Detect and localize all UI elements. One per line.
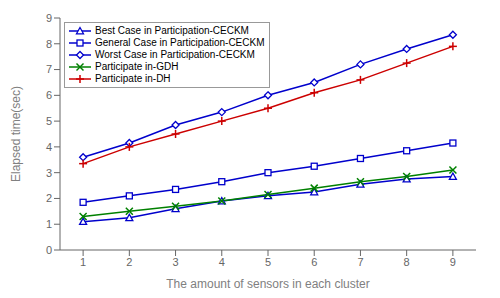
html-text:Best Case in Participation-CEC: Best Case in Participation-CECKM (95, 25, 249, 36)
svg-text:0: 0 (46, 244, 52, 256)
svg-text:5: 5 (265, 256, 271, 268)
html-text:General Case in Participation-: General Case in Participation-CECKM (95, 37, 265, 48)
svg-text:9: 9 (46, 12, 52, 24)
html-text:Participate in-GDH: Participate in-GDH (95, 61, 179, 72)
svg-text:9: 9 (450, 256, 456, 268)
svg-text:8: 8 (404, 256, 410, 268)
svg-text:2: 2 (46, 192, 52, 204)
svg-text:6: 6 (311, 256, 317, 268)
svg-text:4: 4 (219, 256, 225, 268)
html-text:Participate in-DH: Participate in-DH (95, 73, 171, 84)
svg-text:8: 8 (46, 38, 52, 50)
svg-text:7: 7 (357, 256, 363, 268)
svg-text:The amount of sensors in each: The amount of sensors in each cluster (166, 277, 369, 290)
svg-text:3: 3 (46, 167, 52, 179)
svg-text:1: 1 (80, 256, 86, 268)
svg-text:6: 6 (46, 89, 52, 101)
svg-text:2: 2 (126, 256, 132, 268)
svg-text:5: 5 (46, 115, 52, 127)
svg-text:7: 7 (46, 63, 52, 75)
svg-text:Elapsed time(sec): Elapsed time(sec) (9, 86, 23, 182)
svg-text:3: 3 (172, 256, 178, 268)
svg-text:1: 1 (46, 218, 52, 230)
html-text:Worst Case in Participation-CE: Worst Case in Participation-CECKM (95, 49, 255, 60)
svg-text:4: 4 (46, 141, 52, 153)
